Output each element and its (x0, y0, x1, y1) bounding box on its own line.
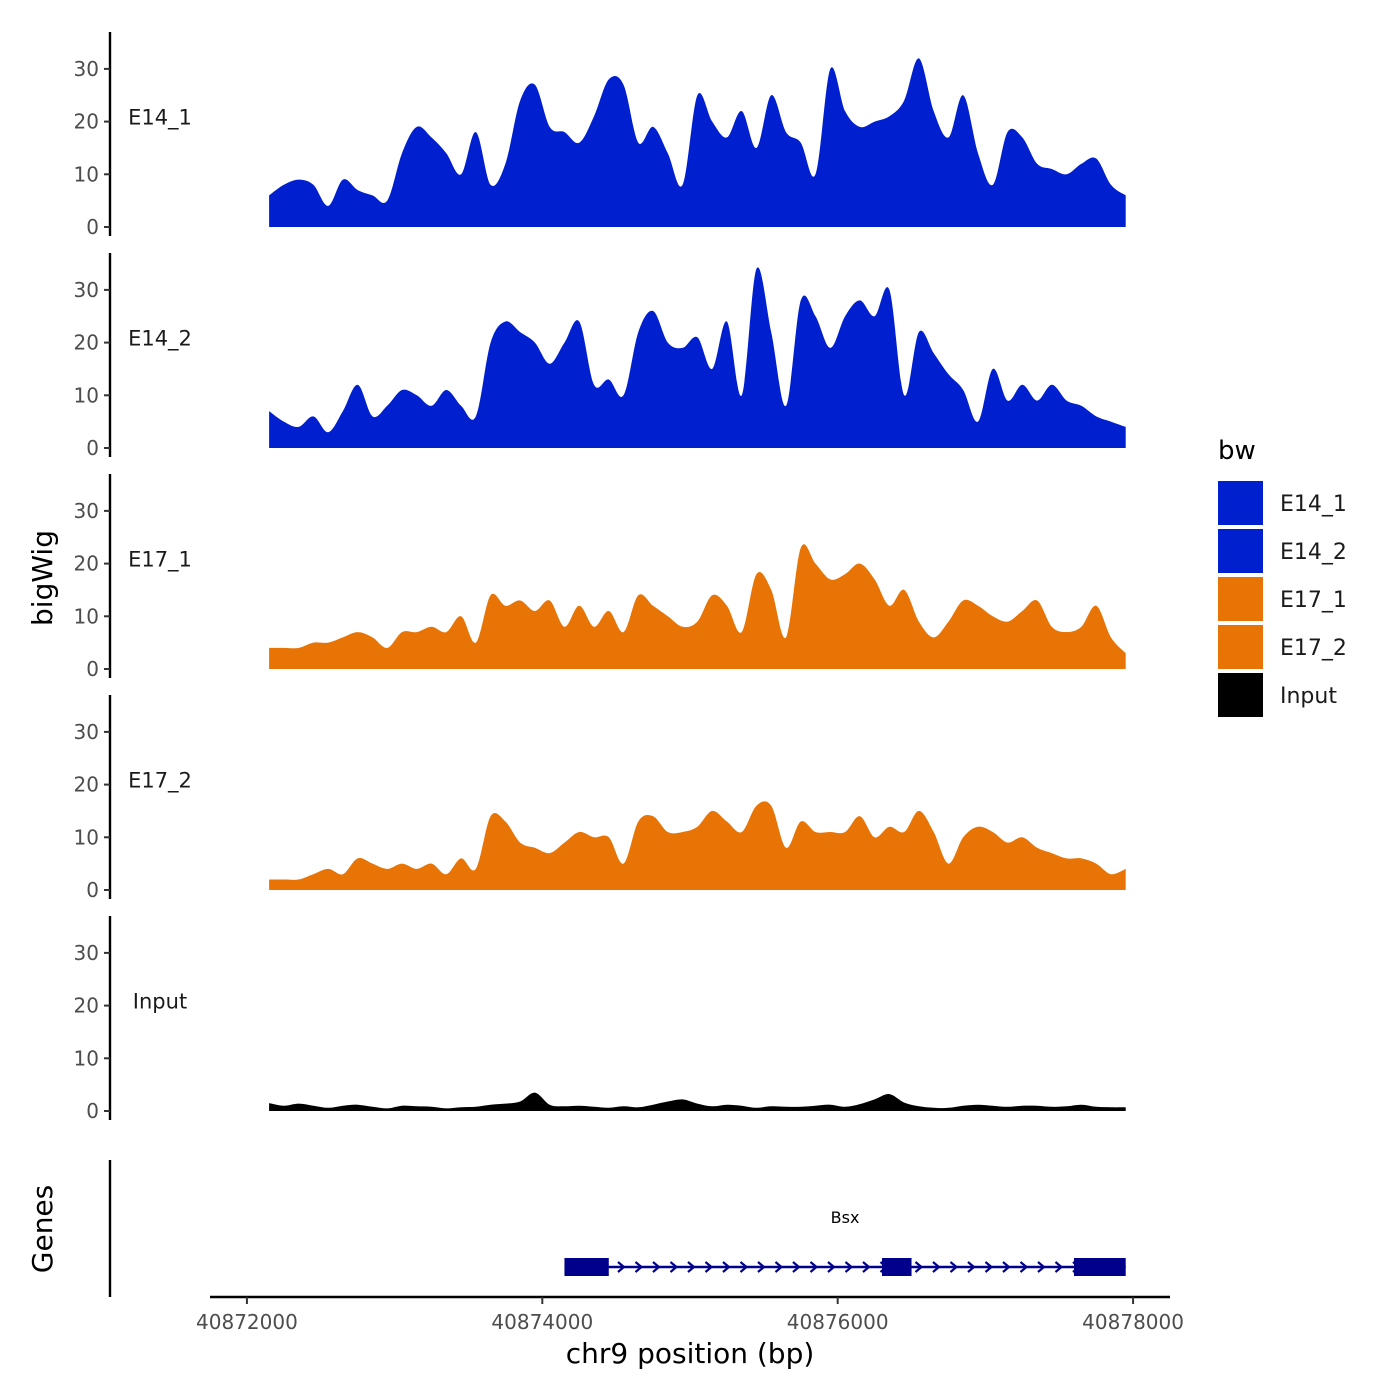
series-area-e14_1 (269, 58, 1126, 227)
legend: bw E14_1 E14_2 E17_1 E17_2 Input (1218, 436, 1347, 717)
series-area-input (269, 1092, 1126, 1111)
legend-label: E17_2 (1280, 636, 1347, 661)
y-tick-label: 30 (74, 57, 99, 81)
strand-arrow (914, 1261, 924, 1273)
legend-key-input (1218, 673, 1263, 717)
track-panel-e14_1: 0 10 20 30 E14_1 (74, 32, 1126, 239)
y-tick-label: 10 (74, 383, 99, 407)
y-tick-label: 0 (86, 436, 99, 460)
gene-track: Bsx (108, 1160, 1126, 1297)
strand-arrow (984, 1261, 994, 1273)
strand-arrow (862, 1261, 871, 1273)
track-panel-input: 0 10 20 30 Input (74, 916, 1126, 1123)
x-axis: 40872000 40874000 40876000 40878000 (196, 1295, 1184, 1334)
strand-arrow (932, 1261, 941, 1273)
y-tick-label: 0 (86, 657, 99, 681)
strand-arrow (844, 1261, 854, 1273)
y-tick-label: 30 (74, 499, 99, 523)
gene-label: Bsx (831, 1208, 860, 1227)
panel-label: Input (133, 989, 187, 1013)
legend-key-e17_1 (1218, 577, 1263, 621)
y-tick-label: 10 (74, 604, 99, 628)
gene-exon (882, 1258, 912, 1276)
strand-arrow (722, 1261, 731, 1273)
strand-arrow (1037, 1261, 1046, 1273)
y-tick-label: 20 (74, 110, 99, 134)
strand-arrow (774, 1261, 784, 1273)
y-tick-label: 20 (74, 773, 99, 797)
x-axis-title: chr9 position (bp) (566, 1337, 815, 1370)
y-tick-label: 0 (86, 878, 99, 902)
gene-exon (1074, 1258, 1126, 1276)
track-panel-e17_2: 0 10 20 30 E17_2 (74, 695, 1126, 902)
panel-label: E14_2 (128, 326, 192, 351)
y-tick-label: 10 (74, 162, 99, 186)
y-tick-label: 0 (86, 215, 99, 239)
panel-label: E17_1 (128, 547, 192, 572)
strand-arrow (757, 1261, 766, 1273)
legend-label: E14_2 (1280, 540, 1347, 565)
y-tick-label: 10 (74, 1046, 99, 1070)
x-tick-label: 40874000 (491, 1310, 593, 1334)
series-area-e14_2 (269, 267, 1126, 448)
track-panel-e17_1: 0 10 20 30 E17_1 (74, 474, 1126, 681)
y-tick-label: 30 (74, 278, 99, 302)
strand-arrow (652, 1261, 661, 1273)
legend-label: E14_1 (1280, 492, 1347, 517)
legend-key-e14_1 (1218, 481, 1263, 525)
strand-arrow (792, 1261, 801, 1273)
legend-title: bw (1218, 436, 1256, 466)
panel-label: E14_1 (128, 105, 192, 130)
strand-arrow (617, 1261, 626, 1273)
legend-key-e14_2 (1218, 529, 1263, 573)
y-tick-label: 10 (74, 825, 99, 849)
strand-arrow (634, 1261, 644, 1273)
x-tick-label: 40876000 (787, 1310, 889, 1334)
strand-arrow (827, 1261, 836, 1273)
y-tick-label: 20 (74, 552, 99, 576)
track-panel-e14_2: 0 10 20 30 E14_2 (74, 253, 1126, 460)
strand-arrow (1002, 1261, 1011, 1273)
y-tick-label: 30 (74, 941, 99, 965)
track-panels: 0 10 20 30 E14_1 0 10 20 30 E14_2 0 10 20 30 E17_1 0 10 2… (74, 32, 1126, 1123)
strand-arrow (704, 1261, 714, 1273)
gene-bsx: Bsx (564, 1208, 1126, 1276)
y-tick-label: 20 (74, 331, 99, 355)
strand-arrow (949, 1261, 959, 1273)
legend-label: Input (1280, 684, 1337, 709)
genes-axis-title: Genes (26, 1185, 59, 1273)
x-tick-label: 40872000 (196, 1310, 298, 1334)
y-tick-label: 0 (86, 1099, 99, 1123)
strand-arrow (967, 1261, 976, 1273)
series-area-e17_2 (269, 801, 1126, 890)
legend-label: E17_1 (1280, 588, 1347, 613)
panel-label: E17_2 (128, 768, 192, 793)
strand-arrow (687, 1261, 696, 1273)
gene-exon (564, 1258, 609, 1276)
strand-arrow (1054, 1261, 1064, 1273)
y-tick-label: 20 (74, 994, 99, 1018)
strand-arrow (669, 1261, 679, 1273)
legend-key-e17_2 (1218, 625, 1263, 669)
strand-arrow (809, 1261, 819, 1273)
y-axis-title: bigWig (26, 530, 59, 626)
strand-arrow (739, 1261, 749, 1273)
y-tick-label: 30 (74, 720, 99, 744)
strand-arrow (1019, 1261, 1029, 1273)
series-area-e17_1 (269, 544, 1126, 669)
x-tick-label: 40878000 (1082, 1310, 1184, 1334)
